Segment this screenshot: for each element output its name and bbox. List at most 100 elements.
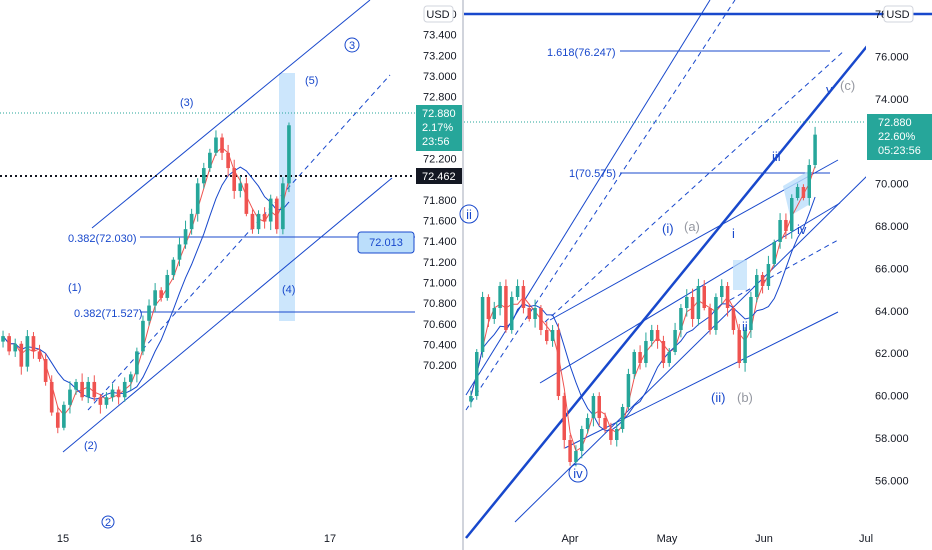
wedge-lower-line[interactable] (539, 202, 841, 384)
candle-body (585, 418, 590, 429)
candle-body (135, 351, 139, 375)
candle-body (743, 330, 747, 363)
channel-dashed-line[interactable] (465, 0, 736, 411)
candle-body (807, 165, 811, 198)
candle-body (214, 137, 218, 153)
candle-body (626, 374, 631, 407)
candle-body (725, 286, 730, 308)
main-trend-line[interactable] (465, 44, 869, 539)
wave-label: (i) (662, 221, 674, 236)
candle-body (498, 286, 502, 308)
wave-label: (3) (180, 97, 193, 109)
wave-circle (101, 515, 115, 529)
candle-body (55, 412, 60, 428)
candle-body (708, 308, 712, 330)
channel-dashed-line-2[interactable] (544, 49, 846, 323)
x-tick-label: 16 (190, 533, 202, 545)
left-candles (1, 122, 291, 434)
candle-body (104, 397, 109, 405)
left-chart-panel[interactable]: 0.382(72.030) 0.382(71.527) (3) (5) (1) … (0, 0, 462, 550)
right-chart-panel[interactable]: 1.618(76.247) 1(70.575) (c) iii (i) (a) … (459, 0, 932, 550)
candle-body (208, 152, 212, 169)
x-tick-label: Jun (755, 533, 773, 545)
candle-body (568, 440, 572, 462)
price-chip-change: 22.60% (878, 131, 916, 143)
y-tick-label: 74.000 (875, 94, 909, 106)
channel-upper-line[interactable] (91, 0, 371, 229)
wave-label: (2) (84, 440, 97, 452)
candle-body (533, 308, 537, 319)
y-tick-label: 70.000 (875, 179, 909, 191)
y-tick-label: 70.400 (423, 339, 457, 351)
candle-body (539, 308, 543, 330)
moving-average-slow (470, 196, 816, 431)
fib-label-upper: 0.382(72.030) (68, 233, 137, 245)
right-moving-averages (470, 165, 816, 452)
candle-body (486, 297, 491, 319)
y-tick-label: 73.400 (423, 30, 457, 42)
y-tick-label: 71.800 (423, 195, 457, 207)
candle-body (679, 308, 683, 330)
candle-body (690, 297, 695, 319)
wave-label: iv (797, 222, 807, 237)
wave-label: (a) (684, 219, 700, 234)
wave-label: v (826, 82, 833, 97)
wave-label: (4) (282, 284, 295, 296)
candle-body (177, 244, 182, 260)
currency-badge[interactable] (883, 5, 914, 23)
y-tick-label: 56.000 (875, 475, 909, 487)
candle-body (147, 305, 151, 321)
y-tick-label: 70.600 (423, 319, 457, 331)
candle-body (772, 242, 776, 264)
candle-body (274, 198, 279, 230)
fib-label-upper: 1.618(76.247) (547, 47, 616, 59)
candle-body (110, 389, 115, 398)
candle-body (650, 330, 654, 341)
right-candles (469, 126, 817, 467)
candle-body (195, 183, 200, 214)
y-tick-label: 71.200 (423, 257, 457, 269)
wedge-dashed-line[interactable] (729, 239, 839, 301)
candle-body (667, 352, 671, 363)
left-price-axis[interactable] (415, 0, 462, 550)
candle-body (116, 389, 121, 398)
candle-body (49, 381, 54, 413)
level-chip[interactable] (357, 231, 415, 254)
candle-body (755, 275, 759, 297)
right-price-axis[interactable] (866, 0, 932, 550)
candle-body (262, 213, 267, 222)
wave-label: (c) (840, 78, 855, 93)
y-tick-label: 60.000 (875, 391, 909, 403)
candle-body (609, 429, 613, 440)
candle-body (287, 125, 291, 184)
prev-close-chip-text: 72.462 (422, 171, 456, 183)
candle-body (655, 330, 660, 341)
wave-label: (1) (68, 282, 81, 294)
level-chip-text: 72.013 (369, 237, 403, 249)
candle-body (731, 308, 736, 330)
currency-badge[interactable] (423, 5, 454, 23)
candle-body (268, 198, 273, 222)
wave-label: (5) (305, 75, 318, 87)
y-tick-label: 58.000 (875, 433, 909, 445)
wave-label: 2 (105, 517, 111, 529)
price-chip-price: 72.880 (878, 117, 912, 129)
channel-lower-line[interactable] (62, 177, 393, 453)
candle-body (492, 308, 496, 319)
x-tick-label: 17 (324, 533, 336, 545)
wave-label: ii (742, 319, 748, 334)
candle-body (615, 429, 619, 440)
candle-body (620, 407, 625, 429)
candle-body (232, 168, 237, 191)
candle-body (480, 297, 485, 352)
y-tick-label: 71.600 (423, 216, 457, 228)
channel-lower-line[interactable] (514, 174, 869, 523)
price-chip (867, 114, 932, 160)
candle-body (545, 330, 549, 341)
candle-body (550, 330, 555, 341)
wave-circle (568, 463, 588, 483)
candle-body (737, 330, 741, 363)
y-tick-label: 68.000 (875, 221, 909, 233)
candle-body (760, 275, 765, 286)
